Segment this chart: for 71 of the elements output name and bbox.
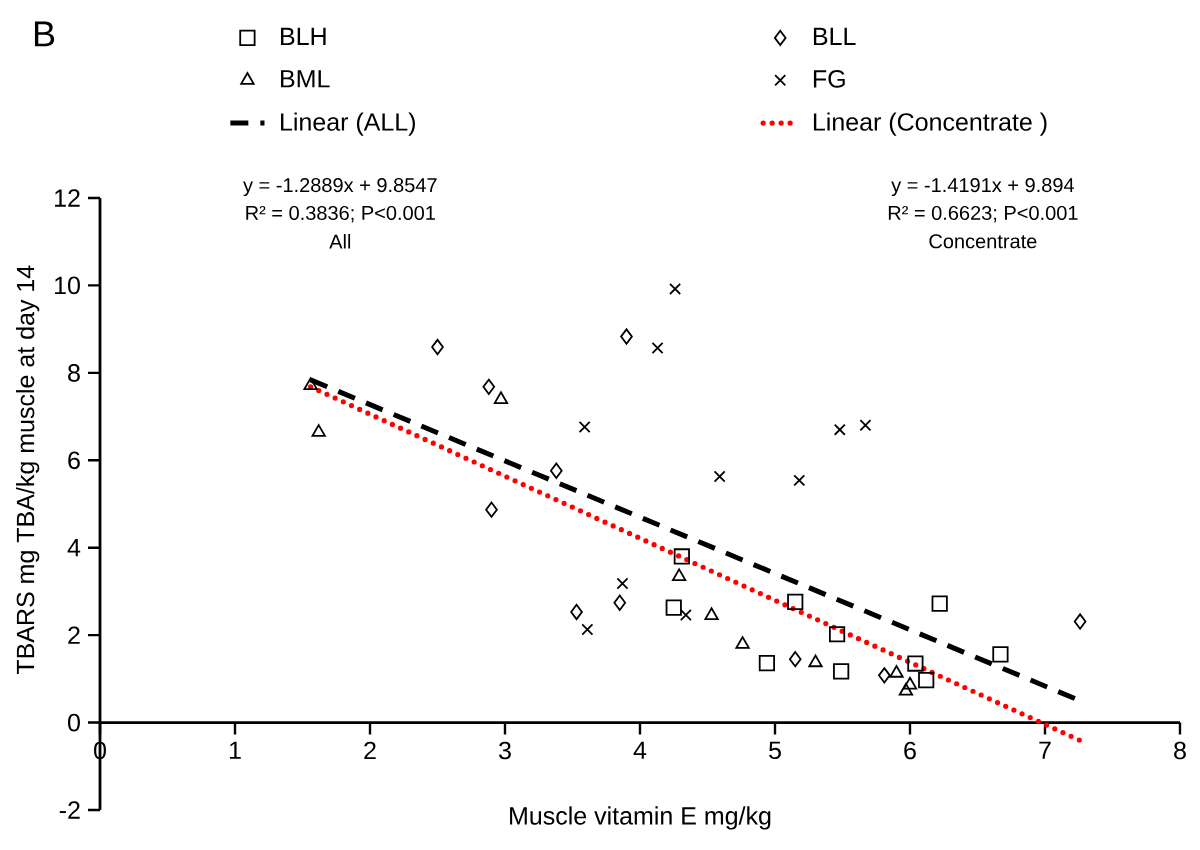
legend-label: Linear (ALL) — [281, 112, 415, 136]
point — [672, 568, 687, 582]
annotation: R² = 0.6623; P<0.001 — [888, 205, 1078, 223]
y-tick-label: 0 — [68, 713, 80, 732]
point — [859, 419, 872, 432]
legend-label: BML — [281, 70, 330, 88]
x-tick-label: 6 — [904, 741, 916, 760]
point — [828, 626, 846, 643]
point — [788, 651, 802, 668]
point — [620, 328, 633, 345]
y-tick-label: 2 — [68, 626, 80, 644]
point — [1073, 613, 1087, 630]
point — [931, 595, 948, 612]
y-tick-label: 12 — [55, 189, 80, 207]
point — [878, 667, 891, 684]
point — [833, 663, 850, 680]
y-tick-label: 6 — [68, 451, 80, 470]
point — [578, 421, 591, 434]
y-tick-label: 4 — [67, 539, 81, 557]
x-tick-label: 5 — [769, 741, 781, 760]
x-tick-label: 3 — [498, 741, 511, 760]
point — [665, 599, 682, 616]
point — [482, 378, 496, 395]
text: y = -1.4191x + 9.894 — [891, 178, 1075, 197]
x-tick-label: 2 — [364, 741, 376, 760]
point — [889, 665, 904, 678]
x-tick-label: 8 — [1174, 741, 1186, 760]
point — [902, 676, 918, 690]
point — [758, 655, 775, 672]
y-tick-label: 8 — [68, 364, 80, 382]
point — [907, 655, 924, 672]
point — [651, 341, 664, 354]
x-tick-label: 1 — [229, 741, 241, 759]
legend-label: BLH — [281, 27, 326, 46]
annotation: Concentrate — [929, 234, 1037, 249]
y-tick-label: -2 — [59, 801, 80, 819]
legend-label: BLL — [813, 27, 856, 46]
point — [808, 654, 823, 668]
point — [616, 577, 629, 590]
text: y = -1.2889x + 9.8547 — [243, 178, 437, 197]
point — [303, 377, 318, 391]
legend-label: FG — [813, 70, 845, 88]
point — [704, 607, 719, 620]
point — [679, 609, 692, 622]
point — [992, 646, 1009, 663]
point — [570, 603, 583, 621]
point — [787, 593, 804, 610]
y-tick-label: 10 — [55, 276, 80, 295]
point — [793, 474, 806, 487]
annotation: All — [329, 234, 351, 249]
point — [613, 594, 627, 611]
point — [549, 462, 563, 479]
point — [673, 548, 690, 565]
x-tick-label: 4 — [633, 741, 647, 759]
point — [898, 682, 914, 696]
x-tick-label: 7 — [1039, 741, 1051, 759]
x-axis-title: Muscle vitamin E mg/kg — [510, 806, 771, 830]
point — [735, 636, 750, 649]
point — [311, 424, 326, 437]
point — [713, 470, 726, 483]
point — [918, 672, 935, 689]
annotation: R² = 0.3836; P<0.001 — [246, 205, 435, 223]
point — [669, 282, 682, 295]
point — [431, 338, 444, 356]
point — [485, 501, 498, 518]
point — [833, 423, 846, 436]
point — [581, 623, 594, 636]
chart-title: B — [34, 21, 55, 47]
legend-label: Linear (Concentrate ) — [813, 112, 1047, 136]
point — [493, 391, 509, 405]
y-axis-title: TBARS mg TBA/kg muscle at day 14 — [15, 265, 40, 675]
